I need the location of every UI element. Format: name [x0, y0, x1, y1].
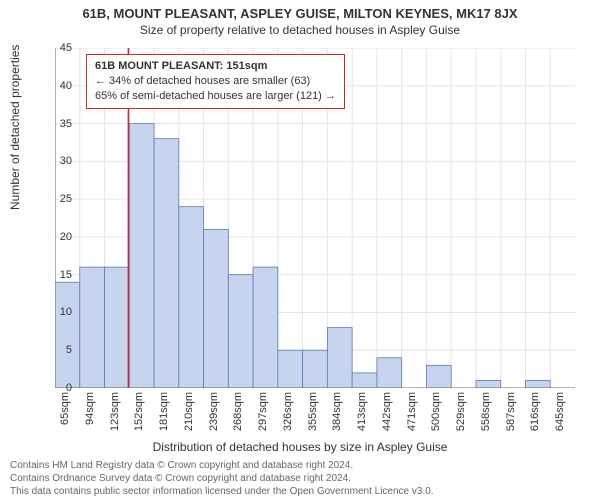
info-box-line2: ← 34% of detached houses are smaller (63… — [95, 74, 336, 89]
x-tick-label: 210sqm — [183, 392, 195, 431]
x-tick-label: 239sqm — [208, 392, 220, 431]
x-tick-label: 587sqm — [505, 392, 517, 431]
x-tick-label: 94sqm — [84, 392, 96, 425]
chart-title-main: 61B, MOUNT PLEASANT, ASPLEY GUISE, MILTO… — [0, 0, 600, 21]
x-tick-label: 181sqm — [158, 392, 170, 431]
x-tick-label: 152sqm — [133, 392, 145, 431]
info-box-line3: 65% of semi-detached houses are larger (… — [95, 89, 336, 104]
footer-line-2: Contains Ordnance Survey data © Crown co… — [10, 472, 600, 485]
y-tick-label: 25 — [48, 193, 72, 205]
x-tick-label: 413sqm — [356, 392, 368, 431]
y-tick-label: 35 — [48, 118, 72, 130]
y-tick-label: 40 — [48, 80, 72, 92]
footer-line-1: Contains HM Land Registry data © Crown c… — [10, 459, 600, 472]
info-box: 61B MOUNT PLEASANT: 151sqm ← 34% of deta… — [86, 54, 345, 109]
x-tick-label: 355sqm — [307, 392, 319, 431]
x-tick-label: 529sqm — [455, 392, 467, 431]
footer: Contains HM Land Registry data © Crown c… — [0, 459, 600, 498]
y-tick-label: 10 — [48, 306, 72, 318]
y-tick-label: 45 — [48, 42, 72, 54]
x-tick-label: 123sqm — [109, 392, 121, 431]
y-tick-label: 5 — [48, 344, 72, 356]
y-tick-label: 30 — [48, 155, 72, 167]
x-tick-label: 297sqm — [257, 392, 269, 431]
x-tick-label: 500sqm — [430, 392, 442, 431]
x-tick-label: 616sqm — [529, 392, 541, 431]
x-tick-label: 442sqm — [381, 392, 393, 431]
x-tick-label: 65sqm — [59, 392, 71, 425]
x-tick-label: 384sqm — [331, 392, 343, 431]
x-tick-label: 268sqm — [232, 392, 244, 431]
info-box-line1: 61B MOUNT PLEASANT: 151sqm — [95, 59, 336, 74]
x-tick-label: 645sqm — [554, 392, 566, 431]
x-tick-label: 326sqm — [282, 392, 294, 431]
y-tick-label: 20 — [48, 231, 72, 243]
chart-title-sub: Size of property relative to detached ho… — [0, 21, 600, 37]
x-axis-label: Distribution of detached houses by size … — [0, 440, 600, 454]
x-tick-label: 471sqm — [406, 392, 418, 431]
footer-line-3: This data contains public sector informa… — [10, 485, 600, 498]
x-tick-label: 558sqm — [480, 392, 492, 431]
y-tick-label: 15 — [48, 269, 72, 281]
y-axis-label: Number of detached properties — [8, 45, 22, 210]
